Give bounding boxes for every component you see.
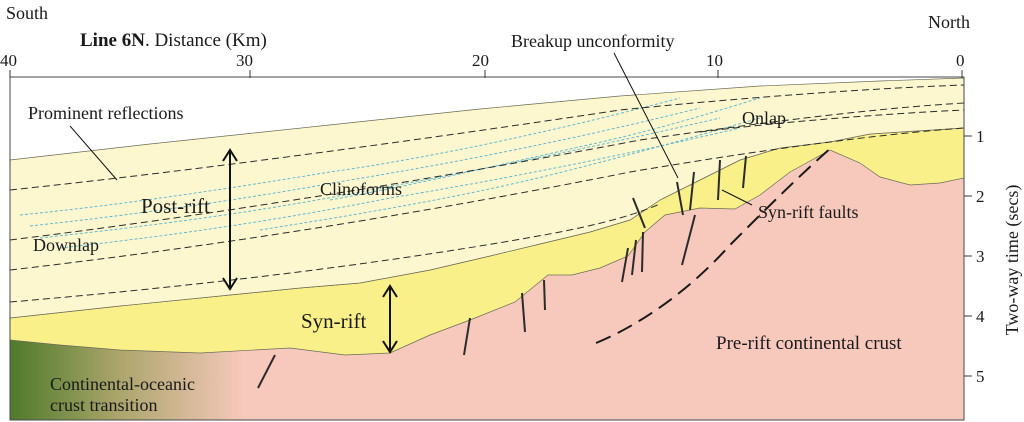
synrift-thickness-arrow [382, 284, 398, 354]
postrift-label: Post-rift [141, 194, 210, 218]
x-tick-10: 10 [706, 51, 723, 70]
clinoform-lines [19, 97, 761, 249]
oceanic-transition-area [10, 335, 245, 420]
cot-label-line2: crust transition [50, 395, 157, 415]
prerift-crust-area [10, 150, 964, 420]
prerift-crust-label: Pre-rift continental crust [716, 333, 902, 354]
downlap-label: Downlap [33, 235, 99, 255]
onlap-label: Onlap [742, 108, 786, 128]
breakup-unconformity-label: Breakup unconformity [511, 31, 674, 51]
postrift-thickness-arrow [222, 148, 238, 291]
section-title-bold: Line 6N [80, 30, 145, 51]
south-label: South [6, 3, 48, 23]
section-frame [9, 76, 965, 421]
x-tick-40: 40 [0, 51, 17, 70]
prominent-reflections-label: Prominent reflections [28, 103, 183, 123]
north-label: North [928, 12, 970, 32]
y-tick-5: 5 [976, 367, 985, 386]
section-title-rest: . Distance (Km) [145, 30, 267, 51]
x-tick-30: 30 [236, 51, 253, 70]
cot-label-line1: Continental-oceanic [50, 374, 195, 394]
x-tick-20: 20 [472, 51, 489, 70]
y-tick-1: 1 [976, 127, 985, 146]
reflector-lines [9, 84, 965, 303]
synrift-faults-label: Syn-rift faults [758, 202, 859, 222]
y-axis-label: Two-way time (secs) [1002, 185, 1023, 336]
clinoforms-label: Clinoforms [320, 179, 402, 199]
y-tick-3: 3 [976, 247, 985, 266]
x-tick-0: 0 [956, 51, 965, 70]
section-title: Line 6N. Distance (Km) [80, 30, 267, 51]
y-tick-2: 2 [976, 187, 985, 206]
y-tick-4: 4 [976, 307, 985, 326]
x-axis-ticks [9, 70, 963, 78]
y-axis-ticks [964, 135, 972, 377]
leader-lines [69, 52, 753, 206]
synrift-label: Syn-rift [301, 309, 366, 333]
detachment-dashed-line [595, 146, 833, 344]
fault-lines [257, 155, 747, 389]
